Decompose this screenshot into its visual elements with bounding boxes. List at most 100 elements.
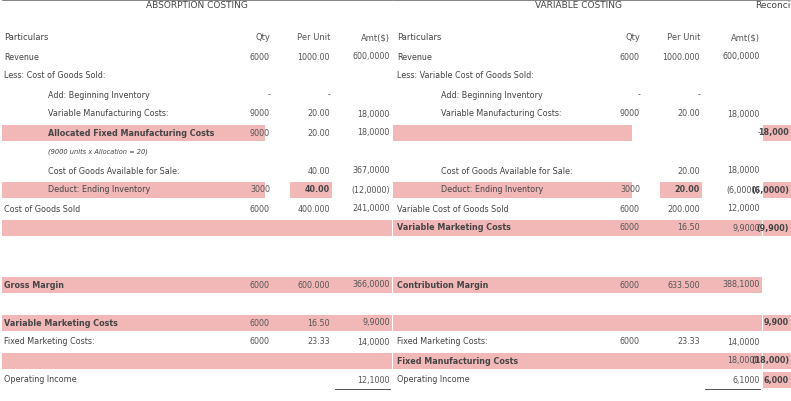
Text: Operating Income: Operating Income xyxy=(4,375,77,385)
Bar xyxy=(763,125,791,141)
Text: Less: Variable Cost of Goods Sold:: Less: Variable Cost of Goods Sold: xyxy=(397,71,534,81)
Text: 9000: 9000 xyxy=(250,128,270,138)
Text: 16.50: 16.50 xyxy=(308,318,330,328)
Text: 18,0000: 18,0000 xyxy=(358,128,390,138)
Text: Contribution Margin: Contribution Margin xyxy=(397,281,488,290)
Text: -: - xyxy=(267,91,270,99)
Text: 20.00: 20.00 xyxy=(677,109,700,119)
Bar xyxy=(290,182,332,198)
Text: 23.33: 23.33 xyxy=(308,338,330,346)
Text: 6000: 6000 xyxy=(620,205,640,213)
Text: Reconcile: Reconcile xyxy=(755,0,791,10)
Text: -: - xyxy=(637,91,640,99)
Text: 1000.00: 1000.00 xyxy=(297,53,330,61)
Text: ABSORPTION COSTING: ABSORPTION COSTING xyxy=(146,0,248,10)
Text: 20.00: 20.00 xyxy=(675,186,700,194)
Text: 633.500: 633.500 xyxy=(668,281,700,290)
Text: Cost of Goods Sold: Cost of Goods Sold xyxy=(4,205,80,213)
Text: (18,000): (18,000) xyxy=(751,356,789,365)
Text: Add: Beginning Inventory: Add: Beginning Inventory xyxy=(441,91,543,99)
Text: 16.50: 16.50 xyxy=(677,223,700,233)
Text: Add: Beginning Inventory: Add: Beginning Inventory xyxy=(48,91,149,99)
Text: Variable Marketing Costs: Variable Marketing Costs xyxy=(4,318,118,328)
Text: 9,9000: 9,9000 xyxy=(732,223,760,233)
Bar xyxy=(393,125,632,141)
Text: -: - xyxy=(697,91,700,99)
Text: 20.00: 20.00 xyxy=(308,128,330,138)
Bar xyxy=(393,353,762,369)
Text: Variable Marketing Costs: Variable Marketing Costs xyxy=(397,223,511,233)
Text: Qty: Qty xyxy=(625,34,640,43)
Bar xyxy=(393,277,762,293)
Text: 400.000: 400.000 xyxy=(297,205,330,213)
Text: Qty: Qty xyxy=(255,34,270,43)
Bar xyxy=(763,353,791,369)
Text: Allocated Fixed Manufacturing Costs: Allocated Fixed Manufacturing Costs xyxy=(48,128,214,138)
Text: Variable Cost of Goods Sold: Variable Cost of Goods Sold xyxy=(397,205,509,213)
Text: 600,0000: 600,0000 xyxy=(723,53,760,61)
Text: 388,1000: 388,1000 xyxy=(723,281,760,290)
Text: Deduct: Ending Inventory: Deduct: Ending Inventory xyxy=(48,186,150,194)
Text: 20.00: 20.00 xyxy=(677,166,700,176)
Text: 14,0000: 14,0000 xyxy=(358,338,390,346)
Text: 366,0000: 366,0000 xyxy=(353,281,390,290)
Text: Particulars: Particulars xyxy=(397,34,441,43)
Bar xyxy=(2,220,392,236)
Bar xyxy=(393,182,632,198)
Text: 12,1000: 12,1000 xyxy=(358,375,390,385)
Text: Gross Margin: Gross Margin xyxy=(4,281,64,290)
Text: 3000: 3000 xyxy=(620,186,640,194)
Text: Variable Manufacturing Costs:: Variable Manufacturing Costs: xyxy=(48,109,168,119)
Text: Fixed Marketing Costs:: Fixed Marketing Costs: xyxy=(397,338,487,346)
Text: 6000: 6000 xyxy=(620,223,640,233)
Bar xyxy=(763,315,791,331)
Text: 40.00: 40.00 xyxy=(308,166,330,176)
Text: 6000: 6000 xyxy=(250,318,270,328)
Text: Less: Cost of Goods Sold:: Less: Cost of Goods Sold: xyxy=(4,71,105,81)
Text: 6000: 6000 xyxy=(250,338,270,346)
Bar xyxy=(393,315,762,331)
Text: 6000: 6000 xyxy=(250,53,270,61)
Text: 200.000: 200.000 xyxy=(668,205,700,213)
Text: (9000 units x Allocation = 20): (9000 units x Allocation = 20) xyxy=(48,149,148,155)
Bar xyxy=(763,182,791,198)
Text: 6000: 6000 xyxy=(250,205,270,213)
Bar xyxy=(763,372,791,388)
Text: 600,0000: 600,0000 xyxy=(353,53,390,61)
Text: 18,0000: 18,0000 xyxy=(728,109,760,119)
Text: Revenue: Revenue xyxy=(4,53,39,61)
Text: 6,1000: 6,1000 xyxy=(732,375,760,385)
Text: Fixed Marketing Costs:: Fixed Marketing Costs: xyxy=(4,338,95,346)
Text: 600.000: 600.000 xyxy=(297,281,330,290)
Text: Variable Manufacturing Costs:: Variable Manufacturing Costs: xyxy=(441,109,562,119)
Text: (12,0000): (12,0000) xyxy=(351,186,390,194)
Text: 12,0000: 12,0000 xyxy=(728,205,760,213)
Text: Amt($): Amt($) xyxy=(361,34,390,43)
Text: 23.33: 23.33 xyxy=(677,338,700,346)
Text: Amt($): Amt($) xyxy=(731,34,760,43)
Text: 18,000: 18,000 xyxy=(759,128,789,138)
Text: VARIABLE COSTING: VARIABLE COSTING xyxy=(535,0,622,10)
Text: -: - xyxy=(327,91,330,99)
Text: 6000: 6000 xyxy=(620,281,640,290)
Text: 40.00: 40.00 xyxy=(305,186,330,194)
Text: 20.00: 20.00 xyxy=(308,109,330,119)
Text: (6,0000): (6,0000) xyxy=(751,186,789,194)
Text: 241,0000: 241,0000 xyxy=(353,205,390,213)
Text: 9000: 9000 xyxy=(620,109,640,119)
Text: 1000.000: 1000.000 xyxy=(663,53,700,61)
Text: 18,0000: 18,0000 xyxy=(728,166,760,176)
Text: -: - xyxy=(757,128,760,138)
Bar xyxy=(2,353,392,369)
Text: 14,0000: 14,0000 xyxy=(728,338,760,346)
Text: Per Unit: Per Unit xyxy=(667,34,700,43)
Text: 6000: 6000 xyxy=(620,338,640,346)
Text: Fixed Manufacturing Costs: Fixed Manufacturing Costs xyxy=(397,356,518,365)
Bar xyxy=(2,277,392,293)
Text: Cost of Goods Available for Sale:: Cost of Goods Available for Sale: xyxy=(441,166,573,176)
Bar xyxy=(2,125,265,141)
Text: 9,900: 9,900 xyxy=(764,318,789,328)
Text: 18,0000: 18,0000 xyxy=(358,109,390,119)
Bar xyxy=(763,220,791,236)
Text: Cost of Goods Available for Sale:: Cost of Goods Available for Sale: xyxy=(48,166,180,176)
